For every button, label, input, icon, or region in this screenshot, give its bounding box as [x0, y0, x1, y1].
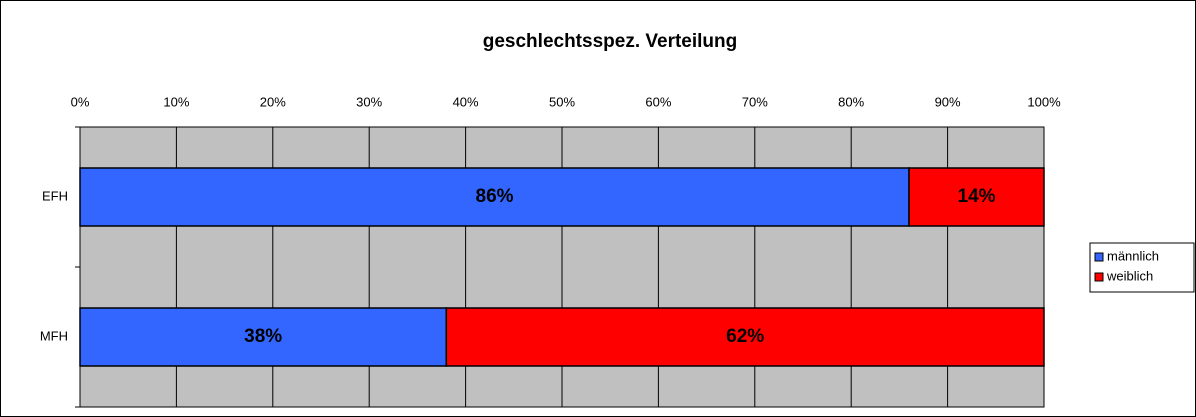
- legend-label: männlich: [1107, 248, 1159, 263]
- x-tick-label: 60%: [645, 94, 671, 109]
- x-tick-label: 10%: [163, 94, 189, 109]
- x-tick-label: 70%: [742, 94, 768, 109]
- bar-segment: [79, 167, 910, 227]
- x-tick-label: 40%: [453, 94, 479, 109]
- legend-swatch: [1094, 272, 1104, 282]
- bar-segment: [908, 167, 1045, 227]
- y-tick-label: MFH: [40, 328, 68, 343]
- value-label: 38%: [244, 326, 282, 347]
- value-label: 62%: [726, 326, 764, 347]
- legend-label: weiblich: [1106, 268, 1153, 283]
- x-tick-label: 20%: [260, 94, 286, 109]
- x-tick-label: 30%: [356, 94, 382, 109]
- x-tick-label: 50%: [549, 94, 575, 109]
- value-label: 86%: [476, 186, 514, 207]
- x-tick-label: 90%: [935, 94, 961, 109]
- x-tick-label: 0%: [71, 94, 90, 109]
- value-label: 14%: [958, 186, 996, 207]
- y-tick-label: EFH: [42, 188, 68, 203]
- x-tick-label: 80%: [838, 94, 864, 109]
- legend-box: [1089, 242, 1195, 293]
- x-tick-label: 100%: [1027, 94, 1061, 109]
- bar-segment: [445, 307, 1045, 367]
- chart-title: geschlechtsspez. Verteilung: [483, 31, 737, 52]
- legend-swatch: [1094, 252, 1104, 262]
